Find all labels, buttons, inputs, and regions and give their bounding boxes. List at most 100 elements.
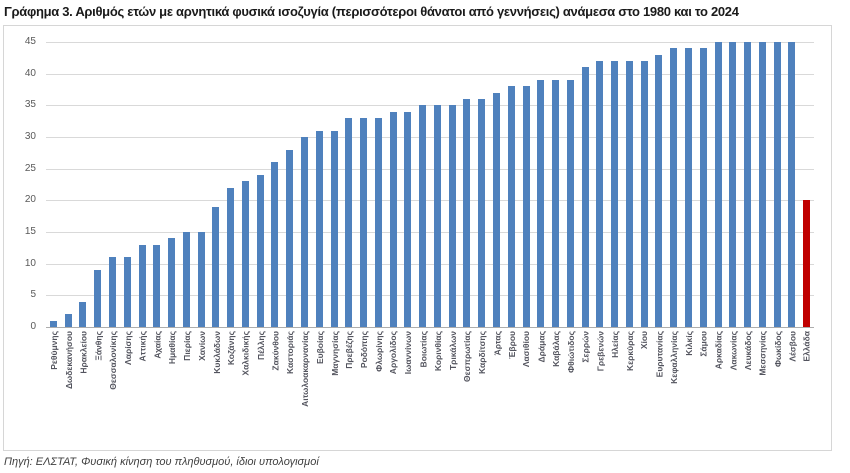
bar [523, 86, 530, 327]
bar [271, 162, 278, 327]
x-tick-label-text: Αργολίδος [388, 331, 399, 375]
bar [655, 55, 662, 327]
x-tick-label-text: Χαλκιδικής [240, 331, 251, 376]
x-tick-label-text: Δράμας [536, 331, 547, 363]
bar [493, 93, 500, 327]
x-tick-label-text: Πέλλης [255, 331, 266, 361]
bar [641, 61, 648, 327]
y-tick-label: 10 [24, 258, 36, 269]
bar [212, 207, 219, 327]
bar [567, 80, 574, 327]
bar [257, 175, 264, 327]
x-tick-label-text: Κορινθίας [432, 331, 443, 372]
bar [419, 105, 426, 327]
x-tick-label-text: Χίου [639, 331, 650, 350]
x-tick-label-text: Καβάλας [551, 331, 562, 367]
bar [390, 112, 397, 327]
x-tick-label-text: Κερκύρας [624, 331, 635, 372]
x-tick-label-text: Λασιθίου [521, 331, 532, 368]
x-tick-label-text: Ροδόπης [359, 331, 370, 369]
x-tick-label-text: Κυκλάδων [211, 331, 222, 374]
plot-area: 0 5 10 15 20 25 30 35 40 45 Ρεθύμνης Δωδεκανήσου Ηρα… [4, 26, 831, 450]
x-tick-label-text: Ευβοίας [314, 331, 325, 365]
x-tick-label-text: Άρτας [491, 331, 502, 356]
bar [463, 99, 470, 327]
x-tick-label-text: Κοζάνης [226, 331, 237, 366]
x-tick-label-text: Αρκαδίας [713, 331, 724, 370]
x-tick-label-text: Κεφαλληνίας [669, 331, 680, 384]
gridline [46, 74, 814, 75]
bar [345, 118, 352, 327]
bar [744, 42, 751, 327]
bar [94, 270, 101, 327]
bar [729, 42, 736, 327]
bar [331, 131, 338, 327]
bar [227, 188, 234, 327]
x-axis-line [46, 327, 814, 328]
x-tick-label-text: Ηρακλείου [78, 331, 89, 374]
x-tick-label-text: Τρικάλων [447, 331, 458, 371]
bar [242, 181, 249, 327]
gridline [46, 42, 814, 43]
bar [596, 61, 603, 327]
chart-frame: 0 5 10 15 20 25 30 35 40 45 Ρεθύμνης Δωδεκανήσου Ηρα… [3, 25, 832, 451]
bar-highlight [803, 200, 810, 327]
bar [508, 86, 515, 327]
bar [478, 99, 485, 327]
y-tick-label: 20 [24, 194, 36, 205]
x-tick-label-text: Καρδίτσης [477, 331, 488, 374]
bar [611, 61, 618, 327]
x-tick-label-text: Θεσπρωτίας [462, 331, 473, 382]
x-tick-label-text: Έβρου [506, 331, 517, 359]
x-tick-label-text: Πρεβέζης [344, 331, 355, 369]
x-tick-label-text: Αιτωλοακαρνανίας [299, 331, 310, 407]
bar [626, 61, 633, 327]
x-tick-label-text: Αττικής [137, 331, 148, 362]
x-tick-label-text: Ηλείας [610, 331, 621, 358]
x-tick-label-text: Ζακύνθου [270, 331, 281, 371]
x-tick-label-text: Θεσσαλονίκης [107, 331, 118, 390]
bar [552, 80, 559, 327]
x-tick-label-text: Κιλκίς [683, 331, 694, 356]
bar [582, 67, 589, 327]
bar [404, 112, 411, 327]
x-tick-label-text: Βοιωτίας [418, 331, 429, 368]
y-tick-label: 30 [24, 131, 36, 142]
bar [139, 245, 146, 327]
bar [788, 42, 795, 327]
x-tick-label-text: Ευρυτανίας [654, 331, 665, 378]
bar [65, 314, 72, 327]
gridline [46, 137, 814, 138]
bar [685, 48, 692, 327]
x-tick-label-text: Αχαίας [152, 331, 163, 359]
bar [168, 238, 175, 327]
y-tick-label: 25 [24, 163, 36, 174]
y-tick-label: 45 [24, 36, 36, 47]
bar [50, 321, 57, 327]
bar [774, 42, 781, 327]
x-tick-label-text: Ξάνθης [93, 331, 104, 361]
gridline [46, 200, 814, 201]
bar [375, 118, 382, 327]
bar [286, 150, 293, 327]
x-tick-label-text: Λέσβου [787, 331, 798, 362]
bar [183, 232, 190, 327]
x-tick-label-text: Χανίων [196, 331, 207, 361]
x-tick-label-text: Γρεβενών [595, 331, 606, 372]
bar [316, 131, 323, 327]
gridline [46, 105, 814, 106]
gridline [46, 169, 814, 170]
bar [360, 118, 367, 327]
y-tick-label: 15 [24, 226, 36, 237]
bar [153, 245, 160, 327]
x-tick-label-text: Καστοριάς [285, 331, 296, 374]
y-tick-label: 0 [30, 321, 36, 332]
source-note: Πηγή: ΕΛΣΤΑΤ, Φυσική κίνηση του πληθυσμο… [4, 456, 319, 468]
x-tick-label-text: Σάμου [698, 331, 709, 357]
x-tick-label-text: Λευκάδος [743, 331, 754, 371]
bar [670, 48, 677, 327]
chart-title: Γράφημα 3. Αριθμός ετών με αρνητικά φυσι… [4, 4, 739, 19]
x-tick-label-text: Σερρών [580, 331, 591, 363]
bar [537, 80, 544, 327]
bar [449, 105, 456, 327]
